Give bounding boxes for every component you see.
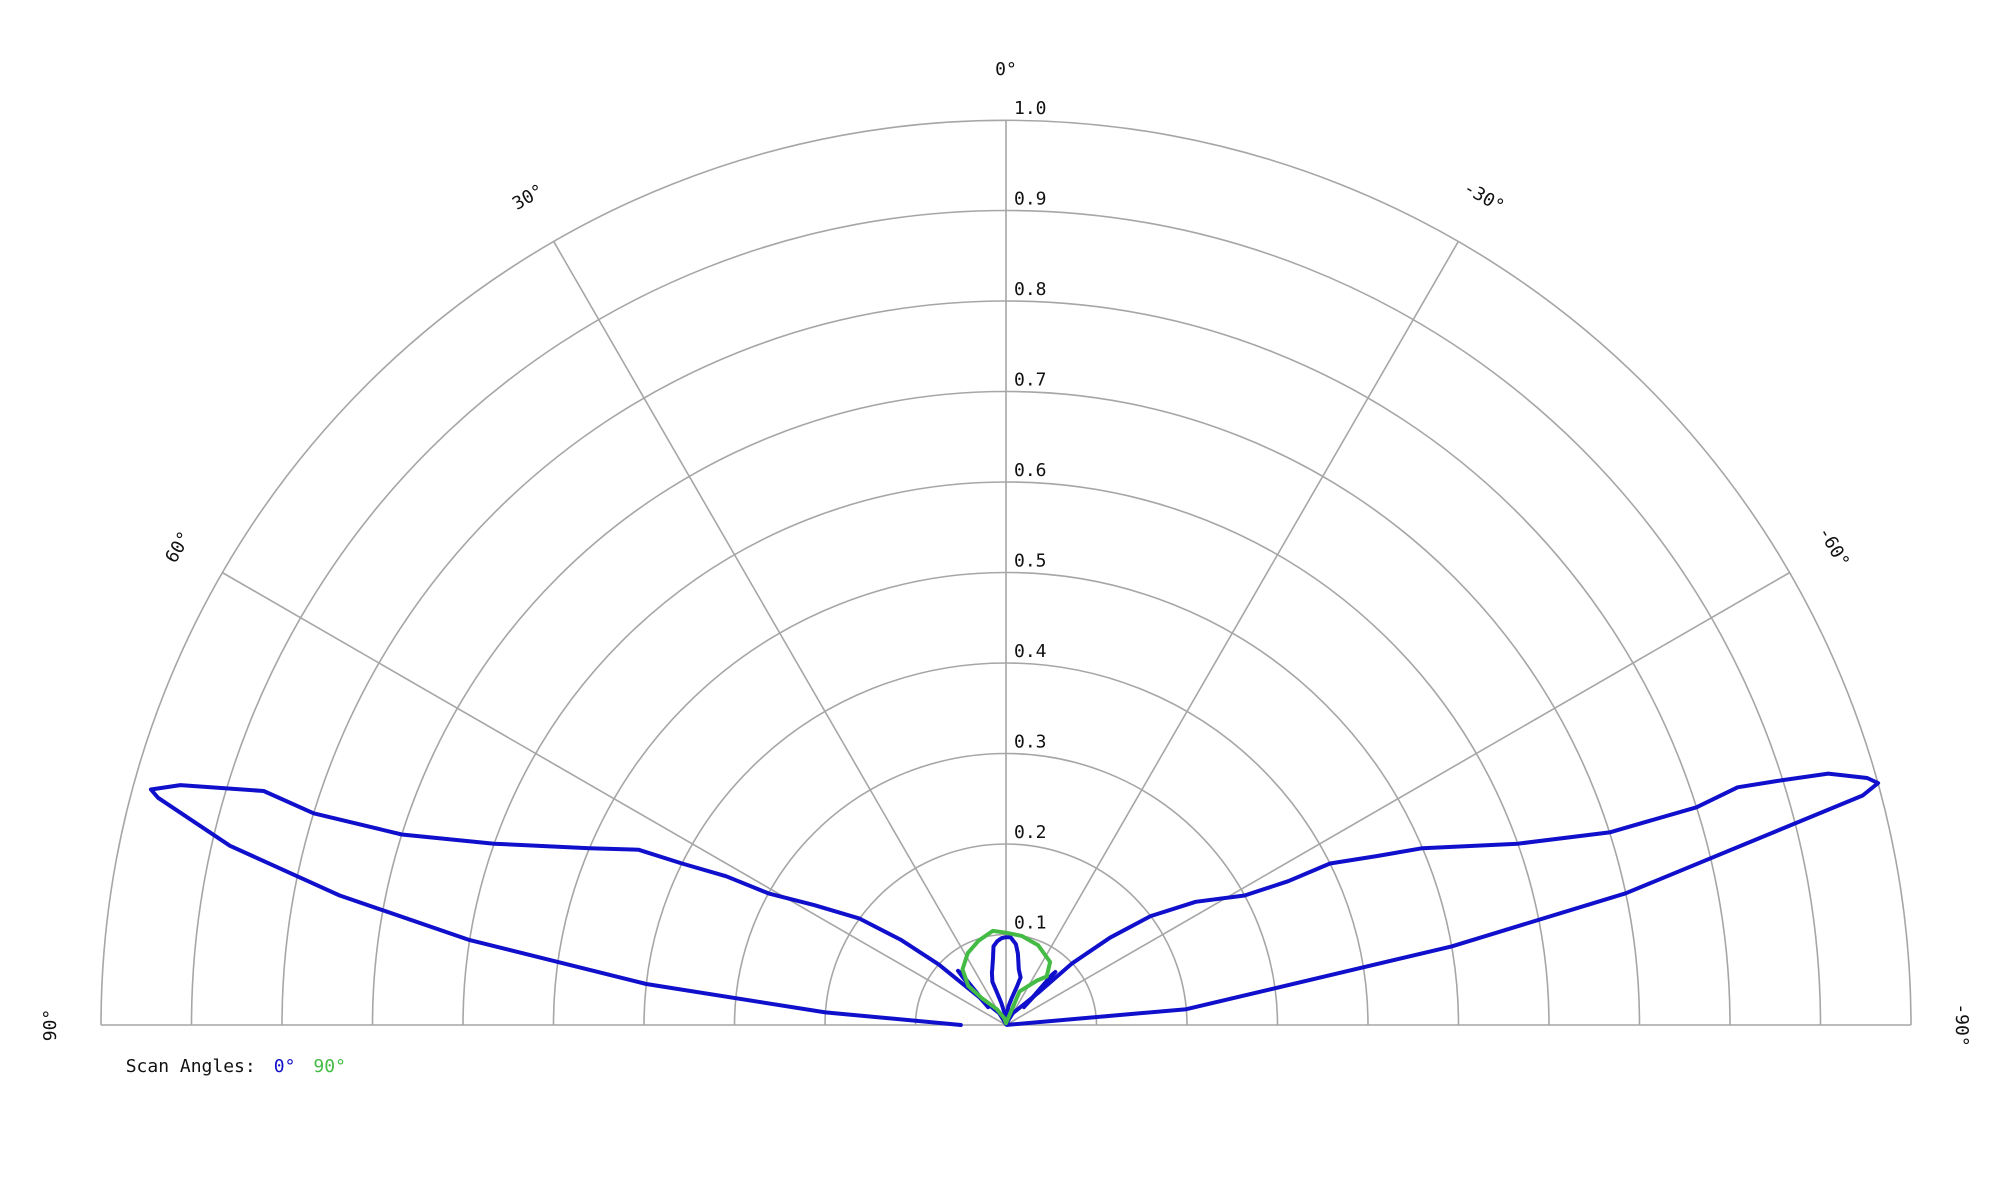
series-0-segment-2 — [1021, 970, 1058, 1010]
r-tick-label-0: 0.1 — [1014, 913, 1047, 934]
polar-grid — [100, 119, 1912, 1026]
legend-title: Scan Angles: — [125, 1056, 256, 1077]
series-layer — [148, 771, 1881, 1027]
r-tick-label-5: 0.6 — [1014, 460, 1047, 481]
angle-tick-label-4: -60° — [1814, 523, 1854, 571]
angle-tick-label-0: 0° — [995, 59, 1017, 80]
r-tick-label-1: 0.2 — [1014, 822, 1047, 843]
angle-tick-label-1: 30° — [509, 180, 548, 214]
series-1-segment-0 — [960, 928, 1053, 1026]
r-tick-label-6: 0.7 — [1014, 370, 1047, 391]
series-0-segment-4 — [989, 935, 1023, 1026]
grid-spoke-1 — [552, 240, 1007, 1026]
r-tick-label-2: 0.3 — [1014, 732, 1047, 753]
r-tick-label-7: 0.8 — [1014, 279, 1047, 300]
angle-tick-label-5: 90° — [40, 1009, 61, 1042]
legend: Scan Angles: 0° 90° — [104, 1035, 364, 1077]
r-tick-label-4: 0.5 — [1014, 551, 1047, 572]
legend-item-90deg: 90° — [313, 1056, 346, 1077]
radial-tick-labels: 0.1 0.2 0.3 0.4 0.5 0.6 0.7 0.8 0.9 1.0 — [1014, 98, 1047, 934]
grid-spoke-4 — [1005, 571, 1791, 1026]
r-tick-label-8: 0.9 — [1014, 189, 1047, 210]
angle-tick-label-2: -30° — [1460, 178, 1508, 218]
series-0-segment-0 — [1004, 771, 1881, 1027]
grid-spoke-3 — [221, 571, 1007, 1026]
grid-spoke-2 — [1005, 240, 1460, 1026]
legend-item-0deg: 0° — [273, 1056, 296, 1077]
angle-tick-label-3: 60° — [161, 528, 195, 567]
series-0-segment-1 — [148, 783, 1008, 1027]
angle-tick-label-6: -90° — [1951, 1003, 1972, 1046]
r-tick-label-3: 0.4 — [1014, 641, 1047, 662]
r-tick-label-9: 1.0 — [1014, 98, 1047, 119]
